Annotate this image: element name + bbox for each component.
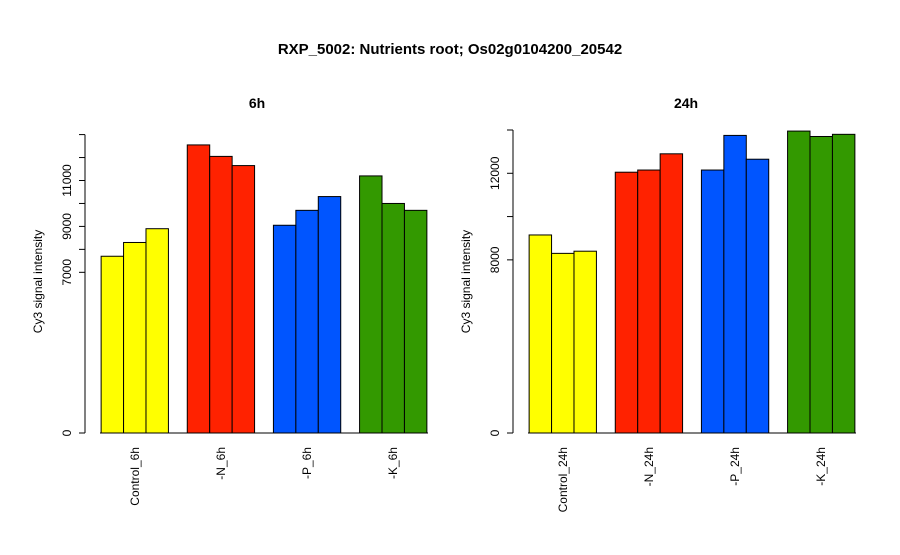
bar [359,175,383,434]
panel-title: 6h [249,95,265,111]
bar [209,155,233,434]
bar [123,241,147,434]
bar [186,144,211,434]
bar [723,134,747,434]
bar [745,158,770,434]
panel-title: 24h [674,95,698,111]
y-axis-label: Cy3 signal intensity [459,230,473,333]
y-axis-label: Cy3 signal intensity [31,230,45,333]
y-tick-label: 0 [488,429,502,436]
bar [831,133,856,434]
bar [145,228,169,434]
x-tick-label: -K_6h [386,447,400,479]
x-tick-label: -P_6h [300,447,314,479]
bar [403,209,428,434]
bar [573,250,597,434]
y-tick-label: 11000 [60,164,74,197]
x-tick-label: -K_24h [814,447,828,486]
bar [809,135,833,434]
bar [295,209,319,434]
y-tick-label: 12000 [488,156,502,190]
x-tick-label: -N_6h [214,447,228,480]
y-tick-label: 7000 [60,259,74,286]
y-tick-label: 8000 [488,246,502,273]
bar [381,202,405,434]
bar [787,130,811,434]
bar [272,224,297,434]
y-tick-label: 0 [60,429,74,436]
bar [317,196,342,434]
bar [614,171,639,434]
bar [659,153,684,434]
bar [700,169,725,434]
x-tick-label: Control_6h [128,447,142,506]
x-tick-label: -N_24h [642,447,656,486]
panel-24h: 24h Cy3 signal intensity Control_24h -N_24h… [459,95,856,512]
bar [551,252,575,434]
bar [528,234,553,434]
panel-6h: 6h Cy3 signal intensity Control_6h -N_6h -P_… [31,95,428,506]
x-tick-label: -P_24h [728,447,742,486]
figure-title: RXP_5002: Nutrients root; Os02g0104200_2… [278,41,622,58]
y-tick-label: 9000 [60,213,74,240]
bar [100,255,125,434]
bar [231,165,256,434]
bar [637,169,661,434]
x-tick-label: Control_24h [556,447,570,512]
